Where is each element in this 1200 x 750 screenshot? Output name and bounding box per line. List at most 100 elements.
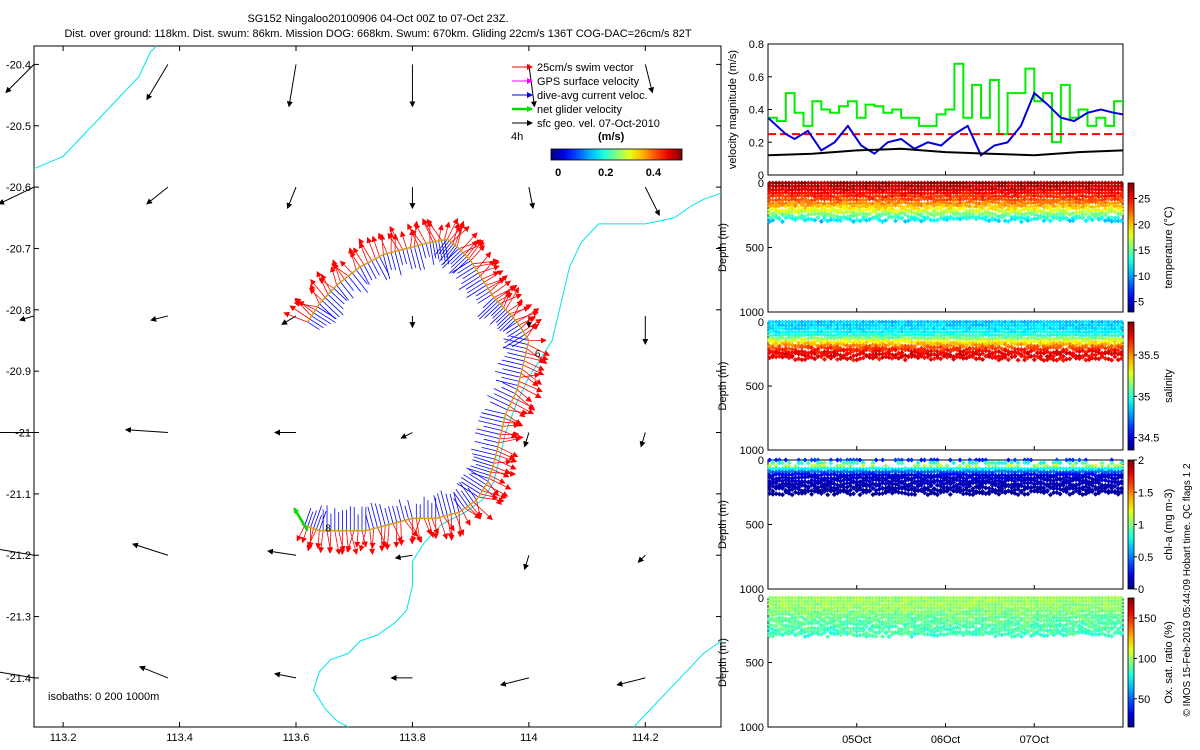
data-point [773, 351, 779, 356]
data-point [1089, 186, 1095, 192]
data-point [1083, 466, 1089, 472]
data-point [976, 333, 982, 339]
data-point [1025, 351, 1031, 357]
data-point [857, 200, 863, 206]
data-point [915, 478, 921, 484]
data-point [883, 595, 889, 601]
data-point [957, 457, 963, 463]
data-point [776, 457, 782, 463]
dive-avg-current-vector [309, 318, 324, 329]
data-point [796, 326, 802, 332]
data-point [880, 319, 886, 325]
data-point [986, 322, 992, 328]
data-point [931, 469, 937, 475]
data-point [776, 598, 782, 604]
data-point [851, 598, 856, 604]
data-point [899, 329, 905, 334]
data-point [902, 332, 908, 338]
data-point [925, 608, 931, 614]
data-point [880, 486, 886, 491]
dive-avg-current-vector [433, 495, 440, 518]
data-point [1070, 326, 1076, 332]
dive-avg-current-vector [451, 260, 471, 274]
data-point [812, 601, 818, 607]
data-point [834, 605, 840, 611]
data-point [941, 485, 947, 491]
data-point [1102, 338, 1108, 344]
data-point [780, 492, 785, 498]
data-point [786, 183, 792, 189]
credit-text: © IMOS 15-Feb-2019 05:44:09 Hobart time.… [1182, 463, 1193, 716]
data-point [909, 339, 915, 345]
data-point [902, 193, 908, 199]
data-point [1093, 473, 1099, 479]
swim-vector [349, 530, 359, 555]
data-point [941, 216, 947, 222]
data-point [822, 630, 827, 635]
data-point [815, 322, 821, 328]
data-point [938, 187, 944, 193]
data-point [780, 319, 785, 325]
data-point [792, 626, 798, 632]
data-point [931, 203, 937, 209]
data-point [780, 627, 785, 633]
data-point [925, 322, 931, 328]
data-point [851, 213, 856, 219]
data-point [867, 483, 873, 489]
data-point [825, 472, 831, 478]
data-point [1118, 180, 1124, 186]
data-point [993, 490, 998, 495]
data-point [1067, 356, 1073, 362]
data-point [976, 339, 982, 345]
data-point [1054, 183, 1060, 189]
data-point [999, 202, 1005, 208]
data-point [957, 470, 963, 475]
data-point [876, 598, 882, 604]
data-point [838, 484, 844, 489]
data-point [915, 322, 921, 328]
dive-avg-current-vector [327, 294, 344, 310]
dive-avg-current-vector [497, 315, 512, 330]
data-point [828, 460, 834, 466]
data-point [789, 180, 795, 186]
dive-avg-current-vector [388, 506, 394, 524]
data-point [976, 336, 982, 342]
data-point [886, 322, 892, 328]
data-point [886, 180, 892, 186]
data-point [934, 206, 940, 212]
data-point [1060, 183, 1066, 189]
data-point [851, 472, 856, 478]
data-point [841, 484, 847, 490]
data-point [1018, 203, 1024, 209]
data-point [928, 325, 934, 331]
data-point [789, 492, 795, 498]
legend-entry: net glider velocity [537, 104, 622, 116]
data-point [922, 487, 927, 493]
data-point [912, 605, 918, 611]
data-point [825, 492, 831, 498]
data-point [934, 180, 940, 186]
data-point [863, 183, 869, 189]
data-point [925, 605, 931, 611]
dive-avg-current-vector [359, 266, 370, 285]
data-point [1035, 183, 1040, 189]
data-point [1009, 463, 1015, 469]
data-point [770, 609, 776, 615]
data-point [815, 460, 821, 466]
surface-velocity-vector [267, 548, 297, 556]
data-point [905, 339, 911, 345]
data-point [1109, 180, 1115, 186]
data-point [915, 193, 921, 199]
data-point [822, 460, 827, 466]
data-point [964, 190, 969, 196]
data-point [867, 187, 873, 193]
data-point [947, 183, 953, 189]
data-point [792, 595, 798, 601]
data-point [993, 328, 998, 334]
swim-vector [371, 235, 380, 257]
surface-velocity-vector [281, 315, 297, 325]
data-point [925, 187, 931, 193]
data-point [1115, 190, 1121, 196]
data-point [1070, 190, 1076, 196]
swim-vector [520, 372, 541, 379]
